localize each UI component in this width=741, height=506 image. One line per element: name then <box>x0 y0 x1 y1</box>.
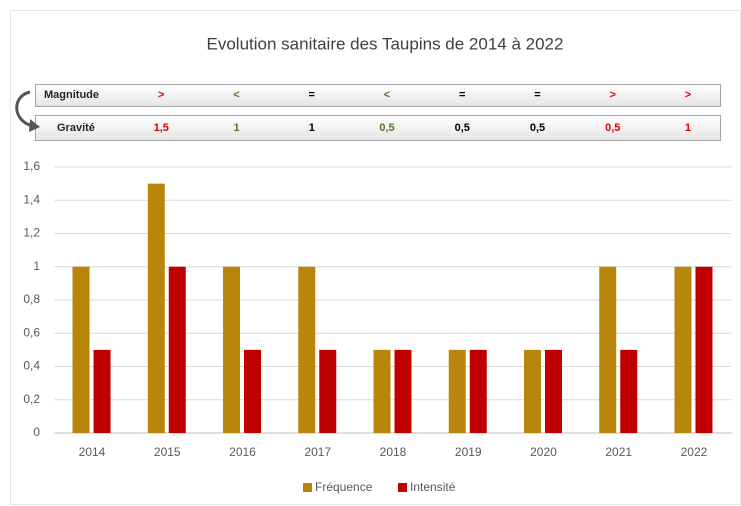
bar <box>544 349 562 433</box>
bar <box>469 349 487 433</box>
x-tick-label: 2022 <box>681 445 708 459</box>
y-tick-label: 0,6 <box>23 325 40 339</box>
table-cell: 1 <box>233 122 239 134</box>
x-tick-label: 2017 <box>304 445 331 459</box>
table-cell: > <box>685 89 691 101</box>
table-cell: > <box>158 89 164 101</box>
table-cell: 1 <box>685 122 691 134</box>
x-tick-label: 2016 <box>229 445 256 459</box>
table-cell: 1 <box>309 122 315 134</box>
x-tick-label: 2015 <box>154 445 181 459</box>
legend-swatch <box>398 483 407 492</box>
bar <box>695 266 713 433</box>
y-tick-label: 1,6 <box>23 159 40 173</box>
y-tick-label: 1,2 <box>23 226 40 240</box>
table-cell: < <box>384 89 390 101</box>
bar <box>319 349 337 433</box>
x-tick-label: 2018 <box>380 445 407 459</box>
y-tick-label: 0,4 <box>23 359 40 373</box>
bar <box>373 349 391 433</box>
legend-label: Intensité <box>410 480 456 494</box>
bar <box>394 349 412 433</box>
table-row <box>35 115 721 141</box>
y-tick-label: 1 <box>33 259 40 273</box>
bar <box>298 266 316 433</box>
bar <box>620 349 638 433</box>
chart-title: Evolution sanitaire des Taupins de 2014 … <box>207 34 564 53</box>
y-tick-label: 1,4 <box>23 192 40 206</box>
x-tick-label: 2020 <box>530 445 557 459</box>
bar <box>223 266 241 433</box>
table-row-label: Gravité <box>57 122 95 134</box>
x-tick-label: 2019 <box>455 445 482 459</box>
curved-arrow <box>15 90 33 128</box>
y-tick-label: 0,8 <box>23 292 40 306</box>
legend-swatch <box>303 483 312 492</box>
bar <box>448 349 466 433</box>
x-tick-label: 2014 <box>79 445 106 459</box>
table-cell: 1,5 <box>154 122 169 134</box>
table-row <box>35 84 721 107</box>
table-cell: = <box>459 89 465 101</box>
x-tick-label: 2021 <box>605 445 632 459</box>
table-row-label: Magnitude <box>44 89 99 101</box>
table-cell: 0,5 <box>379 122 394 134</box>
table-cell: < <box>233 89 239 101</box>
bar <box>244 349 262 433</box>
bar <box>147 183 165 433</box>
bar <box>674 266 692 433</box>
arrow-head <box>29 119 40 132</box>
table-cell: = <box>309 89 315 101</box>
y-tick-label: 0,2 <box>23 392 40 406</box>
bar <box>523 349 541 433</box>
bar <box>93 349 111 433</box>
table-cell: > <box>610 89 616 101</box>
y-tick-label: 0 <box>33 425 40 439</box>
bar <box>599 266 617 433</box>
legend-label: Fréquence <box>315 480 373 494</box>
table-cell: 0,5 <box>530 122 545 134</box>
table-cell: 0,5 <box>605 122 620 134</box>
bar <box>168 266 186 433</box>
bar <box>72 266 90 433</box>
table-cell: 0,5 <box>455 122 470 134</box>
table-cell: = <box>534 89 540 101</box>
